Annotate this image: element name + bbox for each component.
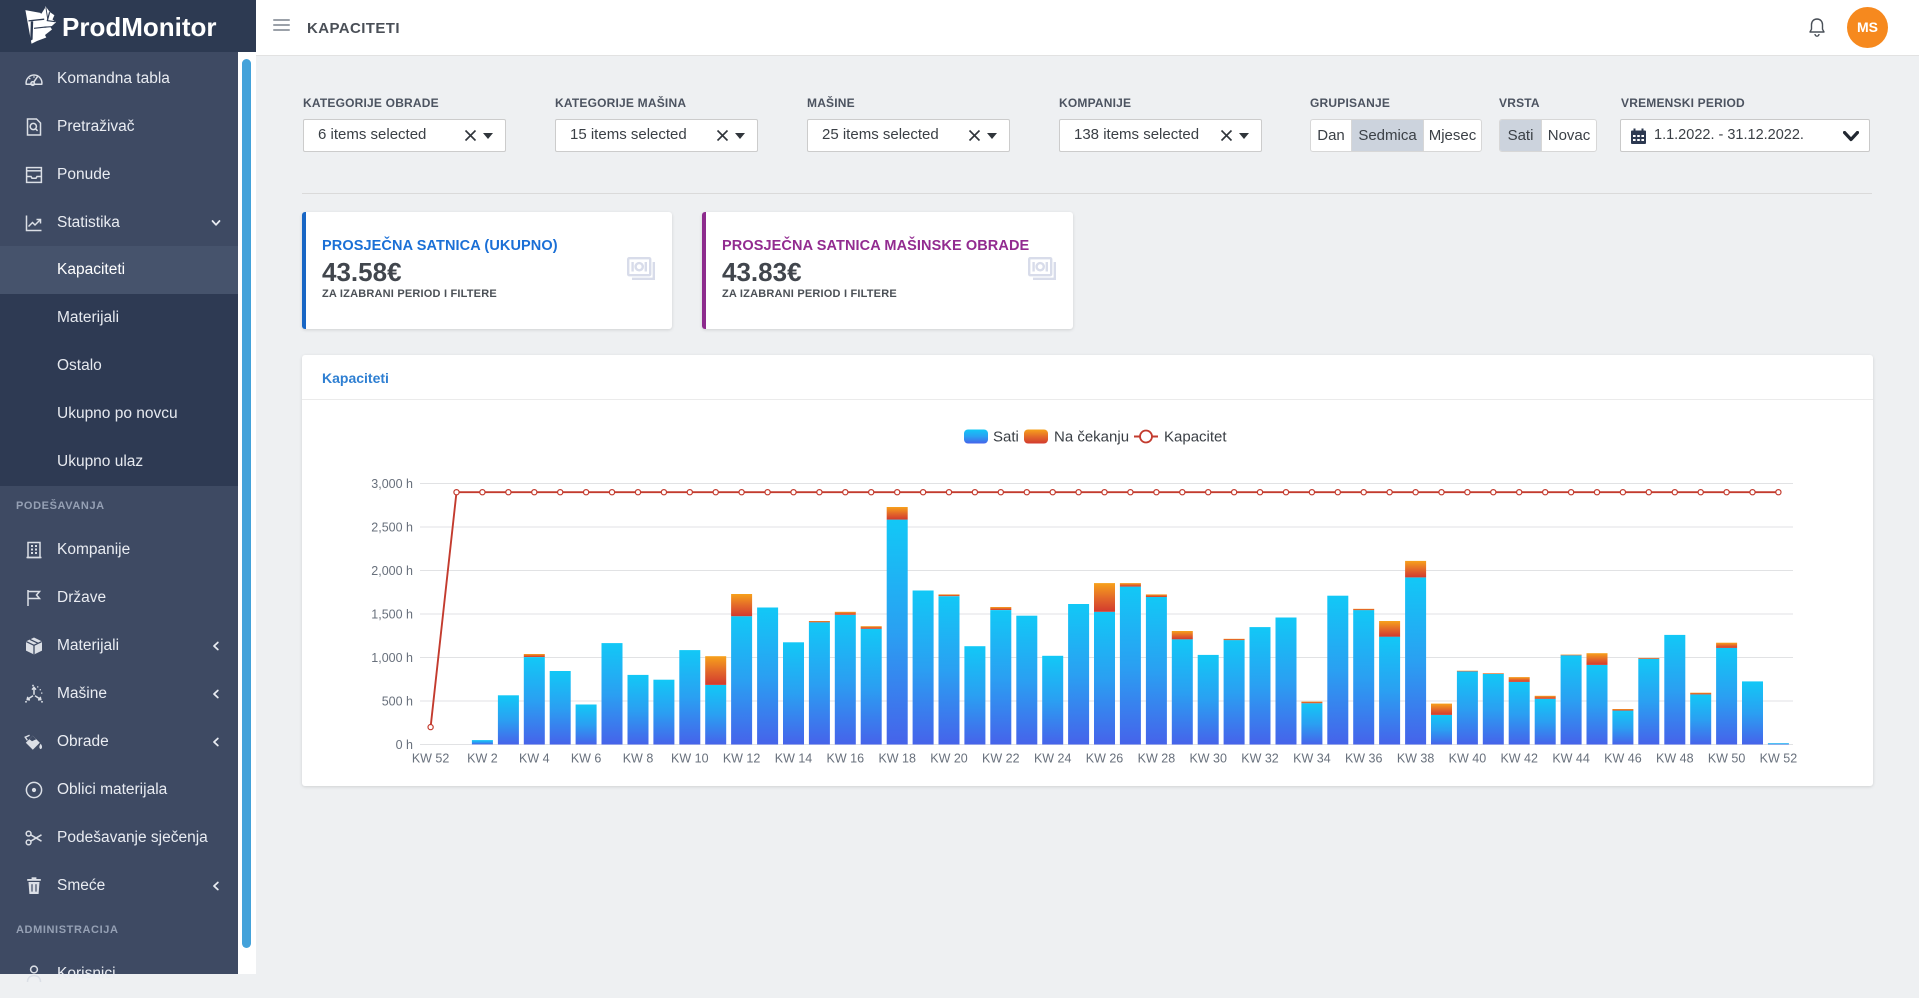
svg-text:KW 44: KW 44 (1552, 752, 1590, 766)
svg-text:KW 18: KW 18 (878, 752, 916, 766)
svg-text:KW 32: KW 32 (1241, 752, 1279, 766)
svg-text:KW 52: KW 52 (1760, 752, 1798, 766)
svg-text:KW 48: KW 48 (1656, 752, 1694, 766)
svg-text:Na čekanju: Na čekanju (1054, 429, 1129, 446)
svg-text:KW 50: KW 50 (1708, 752, 1746, 766)
svg-text:KW 16: KW 16 (827, 752, 865, 766)
svg-text:KW 46: KW 46 (1604, 752, 1642, 766)
svg-text:KW 38: KW 38 (1397, 752, 1435, 766)
svg-text:KW 2: KW 2 (467, 752, 498, 766)
svg-text:2,500 h: 2,500 h (371, 521, 413, 535)
svg-text:KW 40: KW 40 (1449, 752, 1487, 766)
svg-text:2,000 h: 2,000 h (371, 564, 413, 578)
svg-text:Kapacitet: Kapacitet (1164, 429, 1227, 446)
svg-text:KW 14: KW 14 (775, 752, 813, 766)
svg-text:KW 8: KW 8 (623, 752, 654, 766)
svg-text:KW 36: KW 36 (1345, 752, 1383, 766)
svg-text:1,500 h: 1,500 h (371, 608, 413, 622)
svg-text:KW 10: KW 10 (671, 752, 709, 766)
svg-text:KW 24: KW 24 (1034, 752, 1072, 766)
svg-text:KW 20: KW 20 (930, 752, 968, 766)
svg-text:Sati: Sati (993, 429, 1019, 446)
svg-text:KW 28: KW 28 (1138, 752, 1176, 766)
svg-text:KW 22: KW 22 (982, 752, 1020, 766)
svg-text:3,000 h: 3,000 h (371, 477, 413, 491)
svg-text:KW 4: KW 4 (519, 752, 550, 766)
svg-text:KW 26: KW 26 (1086, 752, 1124, 766)
svg-text:1,000 h: 1,000 h (371, 651, 413, 665)
svg-text:KW 30: KW 30 (1189, 752, 1227, 766)
svg-text:500 h: 500 h (382, 695, 413, 709)
svg-text:KW 42: KW 42 (1500, 752, 1538, 766)
svg-text:KW 6: KW 6 (571, 752, 602, 766)
svg-text:0 h: 0 h (396, 738, 413, 752)
svg-text:KW 34: KW 34 (1293, 752, 1331, 766)
svg-text:KW 52: KW 52 (412, 752, 450, 766)
svg-text:KW 12: KW 12 (723, 752, 761, 766)
